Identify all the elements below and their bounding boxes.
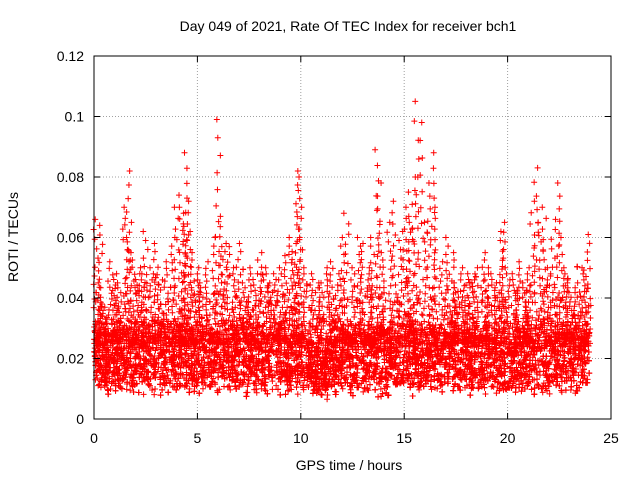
data-point <box>183 382 190 389</box>
data-point <box>234 371 241 378</box>
data-point <box>127 373 134 380</box>
data-point <box>240 353 247 360</box>
data-point <box>331 312 338 319</box>
data-point <box>120 312 127 319</box>
data-point <box>476 384 483 391</box>
data-point <box>200 385 207 392</box>
data-point <box>539 389 546 396</box>
data-point <box>506 325 513 332</box>
data-point <box>249 306 256 313</box>
data-point <box>258 385 265 392</box>
data-point <box>140 353 147 360</box>
data-point <box>169 384 176 391</box>
data-point <box>529 360 536 367</box>
data-point <box>546 390 553 397</box>
data-point <box>96 346 103 353</box>
data-point <box>104 386 111 393</box>
data-point <box>536 368 543 375</box>
data-point <box>141 377 148 384</box>
data-point <box>101 382 108 389</box>
data-point <box>164 372 171 379</box>
data-point <box>392 353 399 360</box>
data-point <box>489 383 496 390</box>
data-point <box>360 388 367 395</box>
data-point <box>255 376 262 383</box>
data-point <box>182 363 189 370</box>
data-point <box>269 386 276 393</box>
data-point <box>482 390 489 397</box>
data-point <box>123 386 130 393</box>
data-point <box>140 391 147 398</box>
data-point <box>416 386 423 393</box>
data-point <box>493 390 500 397</box>
data-point <box>478 376 485 383</box>
data-point <box>267 297 274 304</box>
data-point <box>536 357 543 364</box>
data-point <box>488 383 495 390</box>
data-point <box>400 366 407 373</box>
data-point <box>288 386 295 393</box>
data-point <box>227 386 234 393</box>
data-point <box>116 380 123 387</box>
data-point <box>151 391 158 398</box>
data-point <box>377 386 384 393</box>
data-point <box>518 352 525 359</box>
data-point <box>266 363 273 370</box>
data-point <box>94 375 101 382</box>
data-point <box>216 386 223 393</box>
data-point <box>483 287 490 294</box>
data-point <box>95 382 102 389</box>
data-point <box>428 386 435 393</box>
data-point <box>91 296 98 303</box>
data-point <box>415 295 422 302</box>
data-points <box>90 98 594 403</box>
data-point <box>331 360 338 367</box>
data-point <box>253 389 260 396</box>
data-point <box>131 346 138 353</box>
data-point <box>218 303 225 310</box>
data-point <box>294 391 301 398</box>
data-point <box>484 370 491 377</box>
data-point <box>269 378 276 385</box>
data-point <box>526 357 533 364</box>
data-point <box>244 389 251 396</box>
data-point <box>363 378 370 385</box>
data-point <box>217 349 224 356</box>
data-point <box>127 287 134 294</box>
data-point <box>339 385 346 392</box>
data-point <box>500 386 507 393</box>
data-point <box>340 322 347 329</box>
data-point <box>273 382 280 389</box>
data-point <box>127 387 134 394</box>
